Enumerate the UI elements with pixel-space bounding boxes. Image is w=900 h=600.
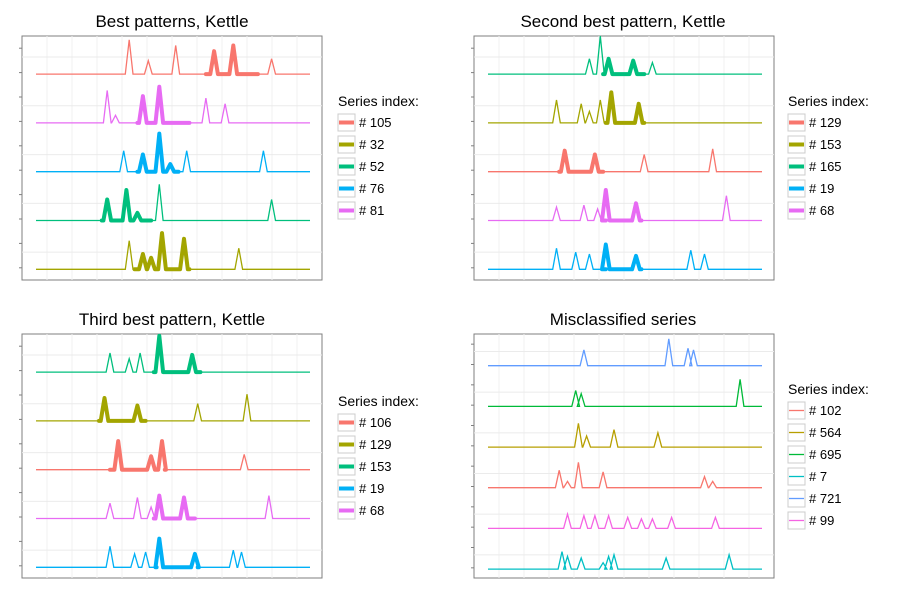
panel-2: Second best pattern, Kettle Series index:… <box>471 12 869 281</box>
series-721 <box>488 338 762 367</box>
pattern-highlight <box>151 493 197 521</box>
series-153 <box>488 90 762 125</box>
pattern-highlight <box>601 56 647 77</box>
legend-label: # 99 <box>809 513 834 528</box>
series-line <box>36 39 310 75</box>
series-line <box>488 511 762 530</box>
legend: Series index: # 106 # 129 # 153 # 19 # 68 <box>337 393 419 520</box>
legend-label: # 68 <box>809 203 834 218</box>
pattern-highlight <box>132 231 192 272</box>
series-81 <box>36 84 310 125</box>
series-102 <box>488 462 762 489</box>
legend-label: # 129 <box>359 437 392 452</box>
legend-title: Series index: <box>338 93 419 109</box>
series-105 <box>36 39 310 77</box>
pattern-highlight <box>603 90 647 125</box>
pattern-highlight <box>600 188 644 223</box>
series-165 <box>488 35 762 77</box>
legend-label: # 165 <box>809 159 842 174</box>
series-564 <box>488 423 762 448</box>
series-line <box>488 423 762 448</box>
series-line <box>488 462 762 489</box>
legend-label: # 129 <box>809 115 842 130</box>
legend: Series index: # 102 # 564 # 695 # 7 # 721 # 99 <box>787 381 869 530</box>
grid <box>471 36 774 280</box>
legend-label: # 68 <box>359 503 384 518</box>
panel-4: Misclassified series Series index: # 102 # … <box>471 310 869 579</box>
series-153 <box>36 333 310 375</box>
series-99 <box>488 511 762 530</box>
legend-label: # 52 <box>359 159 384 174</box>
legend-label: # 106 <box>359 415 392 430</box>
panel-title: Misclassified series <box>550 310 696 329</box>
pattern-highlight <box>99 188 154 223</box>
legend: Series index: # 105 # 32 # 52 # 76 # 81 <box>337 93 419 220</box>
series-76 <box>36 131 310 174</box>
legend-title: Series index: <box>788 381 869 397</box>
pattern-highlight <box>135 131 181 174</box>
series-695 <box>488 379 762 408</box>
legend-label: # 32 <box>359 137 384 152</box>
legend-label: # 102 <box>809 403 842 418</box>
series-129 <box>488 148 762 174</box>
pattern-highlight <box>557 148 606 174</box>
legend-label: # 7 <box>809 469 827 484</box>
pattern-highlight <box>135 84 192 125</box>
series-106 <box>36 439 310 472</box>
pattern-highlight <box>153 536 201 570</box>
series-line <box>488 338 762 367</box>
series-129 <box>36 394 310 423</box>
grid <box>19 36 322 280</box>
pattern-highlight <box>151 333 203 375</box>
panel-title: Third best pattern, Kettle <box>79 310 265 329</box>
legend-label: # 564 <box>809 425 842 440</box>
pattern-highlight <box>203 43 260 77</box>
series-7 <box>488 551 762 570</box>
legend-label: # 105 <box>359 115 392 130</box>
panel-3: Third best pattern, Kettle Series index: #… <box>19 310 419 579</box>
grid <box>19 334 322 578</box>
series-line <box>488 551 762 570</box>
legend-label: # 153 <box>359 459 392 474</box>
legend-label: # 721 <box>809 491 842 506</box>
panel-1: Best patterns, Kettle Series index: # 105 #… <box>19 12 419 281</box>
legend-label: # 153 <box>809 137 842 152</box>
pattern-highlight <box>97 396 148 423</box>
series-68 <box>488 188 762 223</box>
pattern-highlight <box>600 242 644 272</box>
series-32 <box>36 231 310 272</box>
pattern-highlight <box>108 439 168 472</box>
series-68 <box>36 493 310 521</box>
series-line <box>488 379 762 408</box>
legend: Series index: # 129 # 153 # 165 # 19 # 68 <box>787 93 869 220</box>
legend-title: Series index: <box>788 93 869 109</box>
series-19 <box>488 242 762 272</box>
series-19 <box>36 536 310 570</box>
legend-label: # 76 <box>359 181 384 196</box>
legend-title: Series index: <box>338 393 419 409</box>
panel-title: Best patterns, Kettle <box>95 12 248 31</box>
legend-label: # 19 <box>359 481 384 496</box>
legend-label: # 81 <box>359 203 384 218</box>
grid <box>471 334 774 578</box>
panel-title: Second best pattern, Kettle <box>520 12 725 31</box>
legend-label: # 19 <box>809 181 834 196</box>
series-52 <box>36 184 310 223</box>
legend-label: # 695 <box>809 447 842 462</box>
